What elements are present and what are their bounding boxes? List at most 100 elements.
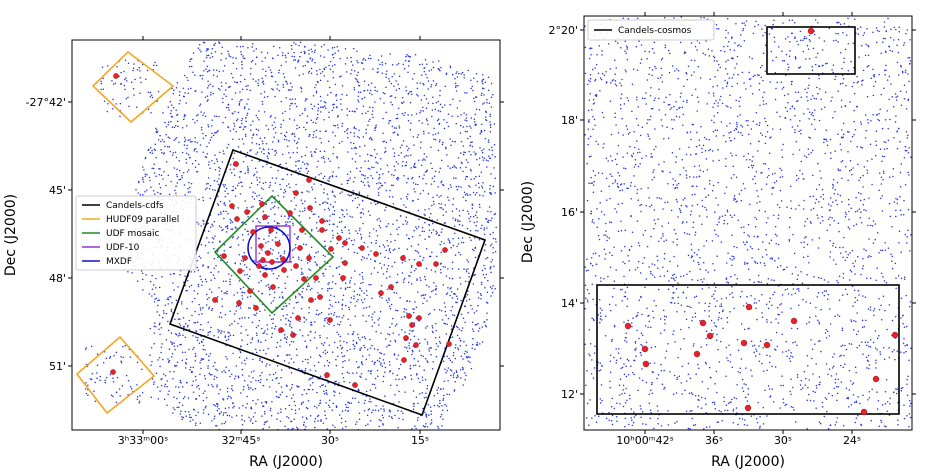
field-point: [182, 397, 185, 400]
field-point: [487, 160, 489, 162]
field-point: [657, 410, 659, 412]
field-point: [452, 237, 454, 240]
field-point: [368, 400, 370, 403]
field-point: [794, 266, 797, 268]
field-point: [594, 78, 597, 81]
field-point: [239, 91, 241, 93]
field-point: [272, 89, 274, 91]
field-point: [309, 289, 312, 291]
field-point: [361, 271, 364, 274]
field-point: [265, 352, 267, 355]
field-point: [259, 137, 262, 139]
field-point: [468, 272, 470, 274]
field-point: [233, 320, 236, 322]
field-point: [310, 324, 312, 326]
field-point: [225, 106, 228, 109]
field-point: [271, 327, 273, 329]
field-point: [380, 352, 383, 355]
field-point: [139, 194, 142, 196]
field-point: [285, 304, 288, 307]
field-point: [477, 182, 480, 184]
field-point: [434, 270, 437, 273]
field-point: [290, 387, 293, 389]
field-point: [277, 286, 280, 289]
field-point: [315, 118, 318, 120]
field-point: [862, 186, 864, 188]
field-point: [394, 414, 396, 417]
field-point: [133, 63, 135, 65]
field-point: [464, 372, 466, 374]
field-point: [853, 133, 855, 136]
field-point: [326, 317, 328, 319]
field-point: [725, 140, 727, 143]
field-point: [229, 164, 232, 166]
field-point: [701, 147, 703, 150]
field-point: [237, 111, 240, 114]
field-point: [356, 206, 359, 209]
field-point: [726, 209, 729, 212]
field-point: [214, 51, 217, 53]
field-point: [187, 92, 190, 94]
field-point: [222, 70, 224, 72]
field-point: [748, 56, 751, 58]
field-point: [323, 325, 325, 327]
field-point: [340, 75, 342, 77]
field-point: [390, 416, 393, 418]
field-point: [217, 195, 219, 197]
field-point: [426, 387, 428, 390]
field-point: [187, 187, 189, 190]
field-point: [774, 225, 777, 228]
field-point: [449, 138, 451, 140]
field-point: [420, 99, 423, 101]
field-point: [759, 261, 762, 264]
field-point: [442, 141, 444, 144]
field-point: [410, 283, 413, 285]
field-point: [87, 394, 89, 397]
field-point: [593, 118, 596, 121]
field-point: [381, 365, 384, 367]
field-point: [240, 53, 243, 56]
field-point: [212, 74, 215, 76]
field-point: [455, 325, 458, 328]
selected-object: [265, 250, 271, 256]
field-point: [368, 232, 371, 234]
field-point: [424, 238, 426, 240]
field-point: [295, 302, 298, 304]
field-point: [430, 69, 433, 71]
field-point: [104, 379, 106, 381]
field-point: [202, 132, 204, 135]
field-point: [213, 403, 215, 406]
field-point: [626, 305, 628, 308]
field-point: [736, 246, 738, 249]
field-point: [222, 150, 225, 152]
field-point: [338, 273, 341, 276]
field-point: [157, 304, 159, 307]
field-point: [416, 93, 418, 96]
field-point: [316, 415, 319, 418]
field-point: [816, 86, 818, 89]
field-point: [298, 385, 300, 388]
field-point: [774, 233, 777, 236]
field-point: [370, 242, 373, 244]
field-point: [280, 188, 282, 190]
field-point: [489, 126, 492, 129]
field-point: [362, 68, 365, 70]
field-point: [908, 305, 911, 308]
field-point: [152, 383, 155, 385]
field-point: [197, 223, 200, 225]
field-point: [250, 182, 253, 185]
field-point: [788, 226, 791, 228]
field-point: [242, 55, 244, 57]
field-point: [384, 147, 387, 149]
field-point: [361, 276, 364, 278]
field-point: [304, 367, 307, 370]
field-point: [228, 109, 230, 111]
field-point: [360, 361, 363, 363]
field-point: [245, 85, 247, 87]
field-point: [493, 265, 495, 268]
field-point: [337, 167, 340, 169]
field-point: [414, 53, 417, 56]
field-point: [323, 208, 326, 211]
field-point: [452, 374, 455, 376]
field-point: [272, 300, 274, 302]
